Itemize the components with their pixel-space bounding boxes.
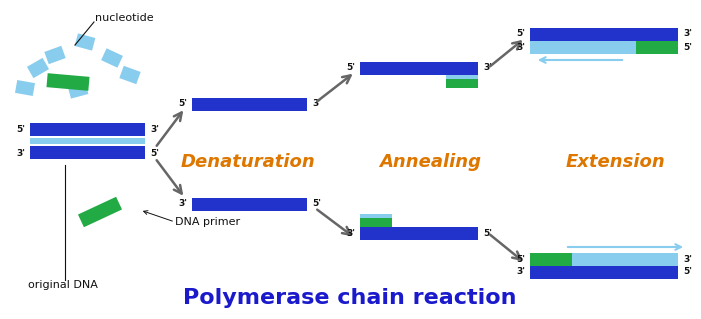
- Text: 3': 3': [483, 63, 492, 72]
- Text: 5': 5': [683, 268, 692, 277]
- Text: Annealing: Annealing: [379, 153, 481, 171]
- Bar: [46, 73, 90, 91]
- Bar: [15, 80, 35, 96]
- Bar: [530, 28, 678, 41]
- Text: Polymerase chain reaction: Polymerase chain reaction: [183, 288, 517, 308]
- Text: 3': 3': [150, 125, 159, 135]
- Bar: [636, 41, 678, 54]
- Bar: [530, 266, 678, 279]
- Bar: [30, 123, 145, 136]
- Bar: [360, 214, 392, 227]
- Bar: [360, 62, 478, 75]
- Text: Extension: Extension: [565, 153, 665, 171]
- Text: 3': 3': [312, 100, 321, 108]
- Text: nucleotide: nucleotide: [95, 13, 154, 23]
- Bar: [360, 227, 478, 240]
- Text: 5': 5': [150, 149, 159, 158]
- Text: 5': 5': [312, 199, 321, 209]
- Bar: [101, 48, 123, 68]
- Text: 5': 5': [683, 42, 692, 51]
- Text: original DNA: original DNA: [28, 280, 98, 290]
- Text: 3': 3': [16, 149, 25, 158]
- Text: 5': 5': [516, 29, 525, 39]
- Bar: [572, 253, 678, 266]
- Bar: [30, 138, 145, 144]
- Bar: [446, 75, 478, 79]
- Bar: [67, 81, 88, 99]
- Bar: [74, 33, 95, 51]
- Bar: [530, 253, 572, 266]
- Bar: [27, 58, 49, 78]
- Bar: [119, 66, 141, 84]
- Text: Denaturation: Denaturation: [181, 153, 315, 171]
- Bar: [446, 75, 478, 88]
- Bar: [78, 197, 122, 227]
- Bar: [192, 198, 307, 211]
- Text: 3': 3': [683, 255, 692, 263]
- Bar: [360, 214, 392, 218]
- Text: 5': 5': [346, 63, 355, 72]
- Text: 3': 3': [346, 228, 355, 238]
- Text: 5': 5': [483, 228, 492, 238]
- Bar: [44, 46, 66, 64]
- Bar: [530, 41, 636, 54]
- Text: 5': 5': [16, 125, 25, 135]
- Text: 3': 3': [178, 199, 187, 209]
- Text: DNA primer: DNA primer: [175, 217, 240, 227]
- Text: 3': 3': [516, 268, 525, 277]
- Bar: [30, 146, 145, 159]
- Text: 5': 5': [516, 255, 525, 263]
- Text: 3': 3': [516, 42, 525, 51]
- Text: 3': 3': [683, 29, 692, 39]
- Bar: [192, 98, 307, 111]
- Text: 5': 5': [178, 100, 187, 108]
